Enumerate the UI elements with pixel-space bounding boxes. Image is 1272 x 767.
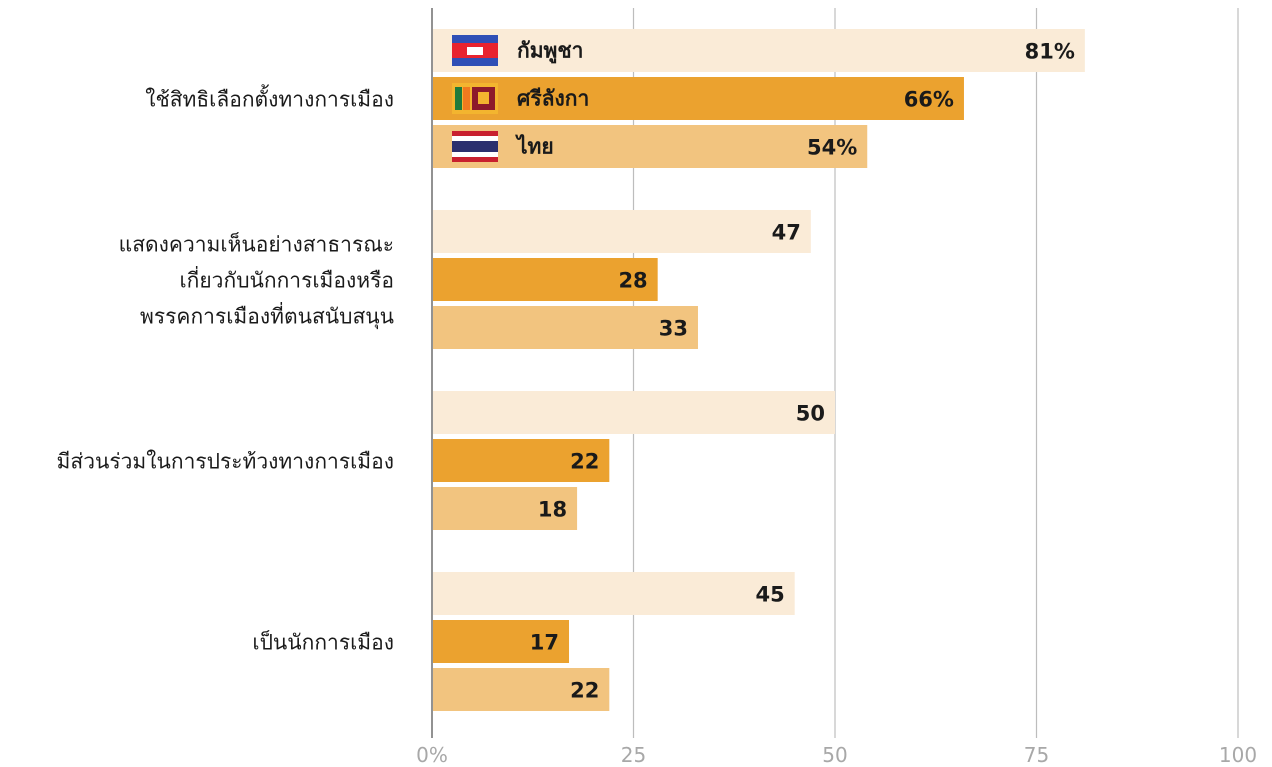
category-labels: ใช้สิทธิเลือกตั้งทางการเมืองแสดงความเห็น…	[57, 85, 394, 655]
x-tick-label: 75	[1024, 743, 1049, 767]
legend-label: ศรีลังกา	[517, 87, 589, 111]
bar-value-label: 50	[796, 402, 825, 426]
x-axis-tick-labels: 0% 25 50 75 100	[416, 743, 1257, 767]
flag-lion	[478, 92, 489, 104]
sri-lanka-flag-icon	[452, 83, 498, 114]
bar-value-label: 81%	[1025, 40, 1075, 64]
bar	[433, 125, 868, 168]
bar	[433, 306, 698, 349]
bar-value-label: 47	[772, 221, 801, 245]
x-tick-label: 100	[1219, 743, 1257, 767]
x-tick-label: 50	[822, 743, 847, 767]
bar-value-label: 28	[618, 269, 647, 293]
flag-stripe	[463, 87, 470, 110]
bar	[433, 620, 570, 663]
bar-value-label: 17	[530, 631, 559, 655]
bar	[433, 77, 964, 120]
bar-value-label: 22	[570, 450, 599, 474]
bar-value-label: 45	[755, 583, 784, 607]
bar-value-label: 33	[659, 317, 688, 341]
cambodia-flag-icon	[452, 35, 498, 66]
bar-group: 81%กัมพูชา66%ศรีลังกา54%ไทย4728335022184…	[433, 29, 1085, 711]
bar-value-label: 22	[570, 679, 599, 703]
bar	[433, 439, 610, 482]
legend-label: กัมพูชา	[517, 39, 583, 65]
bar	[433, 391, 835, 434]
bar	[433, 487, 578, 530]
bar-value-label: 66%	[904, 88, 954, 112]
flag-stripe	[452, 131, 498, 136]
category-label: เกี่ยวกับนักการเมืองหรือ	[179, 266, 394, 293]
legend-label: ไทย	[515, 134, 554, 159]
flag-stripe	[452, 141, 498, 152]
x-tick-label: 0%	[416, 743, 448, 767]
category-label: พรรคการเมืองที่ตนสนับสนุน	[140, 302, 394, 330]
category-label: ใช้สิทธิเลือกตั้งทางการเมือง	[145, 85, 394, 112]
flag-stripe	[452, 152, 498, 157]
category-label: แสดงความเห็นอย่างสาธารณะ	[119, 231, 394, 257]
bar-value-label: 18	[538, 498, 567, 522]
bar	[433, 668, 610, 711]
bar	[433, 258, 658, 301]
category-label: เป็นนักการเมือง	[252, 629, 394, 655]
thailand-flag-icon	[452, 131, 498, 162]
x-tick-label: 25	[621, 743, 646, 767]
bar-value-label: 54%	[807, 136, 857, 160]
flag-stripe	[452, 136, 498, 141]
bar	[433, 210, 811, 253]
category-label: มีส่วนร่วมในการประท้วงทางการเมือง	[57, 450, 394, 474]
flag-stripe	[452, 157, 498, 162]
bar	[433, 572, 795, 615]
flag-emblem	[467, 47, 483, 55]
bar	[433, 29, 1085, 72]
flag-stripe	[455, 87, 462, 110]
